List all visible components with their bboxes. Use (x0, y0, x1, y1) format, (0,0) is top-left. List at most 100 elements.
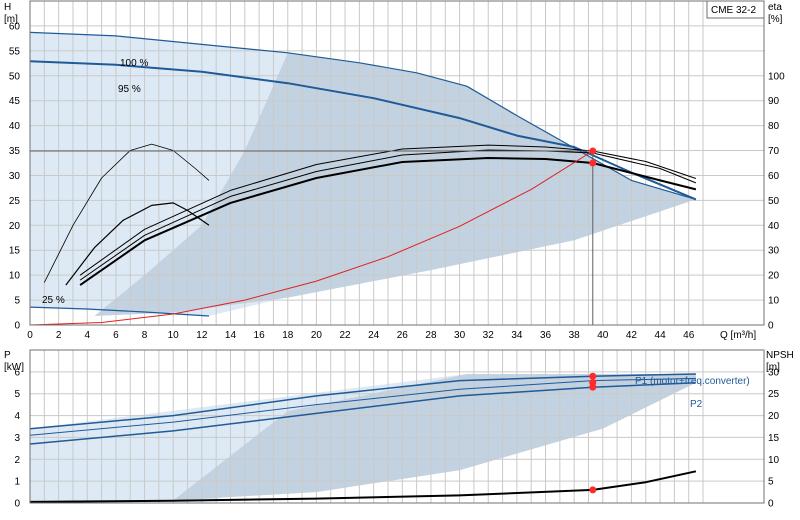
x-tick-label: 24 (368, 330, 380, 341)
x-tick-label: 26 (397, 330, 409, 341)
head-tick-labels: 0 2 4 6 8 10 12 14 16 18 20 22 24 26 28 30 32 34 36 38 40 42 4… (9, 21, 785, 341)
npsh-tick-label: 5 (768, 477, 774, 488)
x-tick-label: 46 (683, 330, 695, 341)
head-duty-points (589, 147, 597, 167)
eta-tick-label: 90 (768, 96, 780, 107)
head-curve-25 (29, 306, 210, 317)
eta-axis-label: eta (768, 2, 782, 13)
x-tick-label: 14 (225, 330, 237, 341)
power-tick-label: 5 (14, 389, 20, 400)
npsh-axis-label: NPSH (766, 350, 794, 361)
head-tick-label: 0 (14, 321, 20, 332)
power-plot-frame (29, 349, 765, 504)
eta-tick-label: 60 (768, 171, 780, 182)
x-tick-label: 18 (282, 330, 294, 341)
x-tick-label: 28 (425, 330, 437, 341)
curve-label-95: 95 % (118, 84, 141, 95)
eta-tick-label: 40 (768, 221, 780, 232)
eta-tick-label: 50 (768, 196, 780, 207)
head-axis-unit: [m] (4, 14, 18, 25)
curve-label-100: 100 % (120, 58, 148, 69)
efficiency-curve-top (79, 144, 697, 276)
x-tick-label: 42 (626, 330, 638, 341)
eta-tick-label: 0 (768, 321, 774, 332)
power-tick-label: 6 (14, 367, 20, 378)
power-tick-label: 4 (14, 411, 20, 422)
eta-tick-label: 30 (768, 246, 780, 257)
x-tick-label: 12 (196, 330, 208, 341)
eta-axis-unit: [%] (768, 14, 783, 25)
x-tick-label: 2 (56, 330, 62, 341)
npsh-tick-label: 15 (768, 433, 780, 444)
efficiency-curve-main (79, 157, 697, 286)
head-tick-label: 35 (9, 146, 21, 157)
x-tick-label: 38 (569, 330, 581, 341)
head-tick-label: 60 (9, 21, 21, 32)
x-tick-label: 40 (597, 330, 609, 341)
efficiency-curve-small-a (43, 143, 210, 283)
head-tick-label: 20 (9, 221, 21, 232)
head-tick-label: 10 (9, 271, 21, 282)
npsh-axis-unit: [m] (766, 362, 780, 373)
head-tick-label: 30 (9, 171, 21, 182)
x-tick-label: 36 (540, 330, 552, 341)
head-grid (30, 0, 764, 326)
head-panel: 0 2 4 6 8 10 12 14 16 18 20 22 24 26 28 30 32 34 36 38 40 42 4… (9, 0, 785, 341)
power-axis-unit: [kW] (4, 362, 24, 373)
head-tick-label: 50 (9, 71, 21, 82)
p2-curve (29, 382, 696, 445)
power-tick-label: 0 (14, 499, 20, 510)
x-tick-label: 44 (655, 330, 667, 341)
p1-curve (29, 373, 696, 430)
x-tick-label: 34 (511, 330, 523, 341)
duty-point (589, 372, 597, 380)
efficiency-curve-upper (79, 149, 697, 281)
x-tick-label: 30 (454, 330, 466, 341)
duty-point (589, 159, 597, 167)
x-tick-label: 0 (27, 330, 33, 341)
power-duty-points (589, 372, 597, 494)
x-tick-label: 32 (483, 330, 495, 341)
head-tick-label: 25 (9, 196, 21, 207)
curve-label-25: 25 % (42, 295, 65, 306)
head-tick-label: 40 (9, 121, 21, 132)
head-tick-label: 55 (9, 46, 21, 57)
power-tick-labels: 0 1 2 3 4 5 6 0 5 10 15 20 25 30 (14, 367, 779, 509)
eta-tick-label: 80 (768, 121, 780, 132)
x-tick-label: 22 (339, 330, 351, 341)
npsh-tick-label: 25 (768, 389, 780, 400)
duty-point (589, 486, 597, 494)
system-curve (29, 150, 594, 326)
head-tick-label: 45 (9, 96, 21, 107)
p2-curve-label: P2 (690, 399, 703, 410)
head-plot-frame (29, 0, 765, 326)
x-tick-label: 16 (254, 330, 266, 341)
eta-tick-label: 20 (768, 271, 780, 282)
npsh-tick-label: 30 (768, 367, 780, 378)
head-curve-95 (29, 60, 697, 201)
x-tick-label: 10 (168, 330, 180, 341)
eta-tick-label: 70 (768, 146, 780, 157)
x-tick-label: 6 (113, 330, 119, 341)
npsh-tick-label: 10 (768, 455, 780, 466)
npsh-tick-label: 20 (768, 411, 780, 422)
power-axis-label: P (4, 350, 11, 361)
head-curves (29, 31, 697, 326)
power-tick-label: 2 (14, 455, 20, 466)
duty-point (589, 147, 597, 155)
head-tick-label: 5 (14, 296, 20, 307)
p1-curve-label: P1 (motor+freq.converter) (635, 376, 750, 387)
pump-model-label: CME 32-2 (711, 5, 756, 16)
x-tick-label: 20 (311, 330, 323, 341)
x-tick-label: 4 (84, 330, 90, 341)
eta-tick-label: 10 (768, 296, 780, 307)
duty-point (589, 383, 597, 391)
npsh-tick-label: 0 (768, 499, 774, 510)
power-panel: 0 1 2 3 4 5 6 0 5 10 15 20 25 30 (14, 349, 780, 510)
head-axis-label: H (4, 2, 11, 13)
power-curves (29, 373, 697, 503)
head-tick-label: 15 (9, 246, 21, 257)
eta-tick-label: 100 (768, 71, 785, 82)
power-tick-label: 3 (14, 433, 20, 444)
